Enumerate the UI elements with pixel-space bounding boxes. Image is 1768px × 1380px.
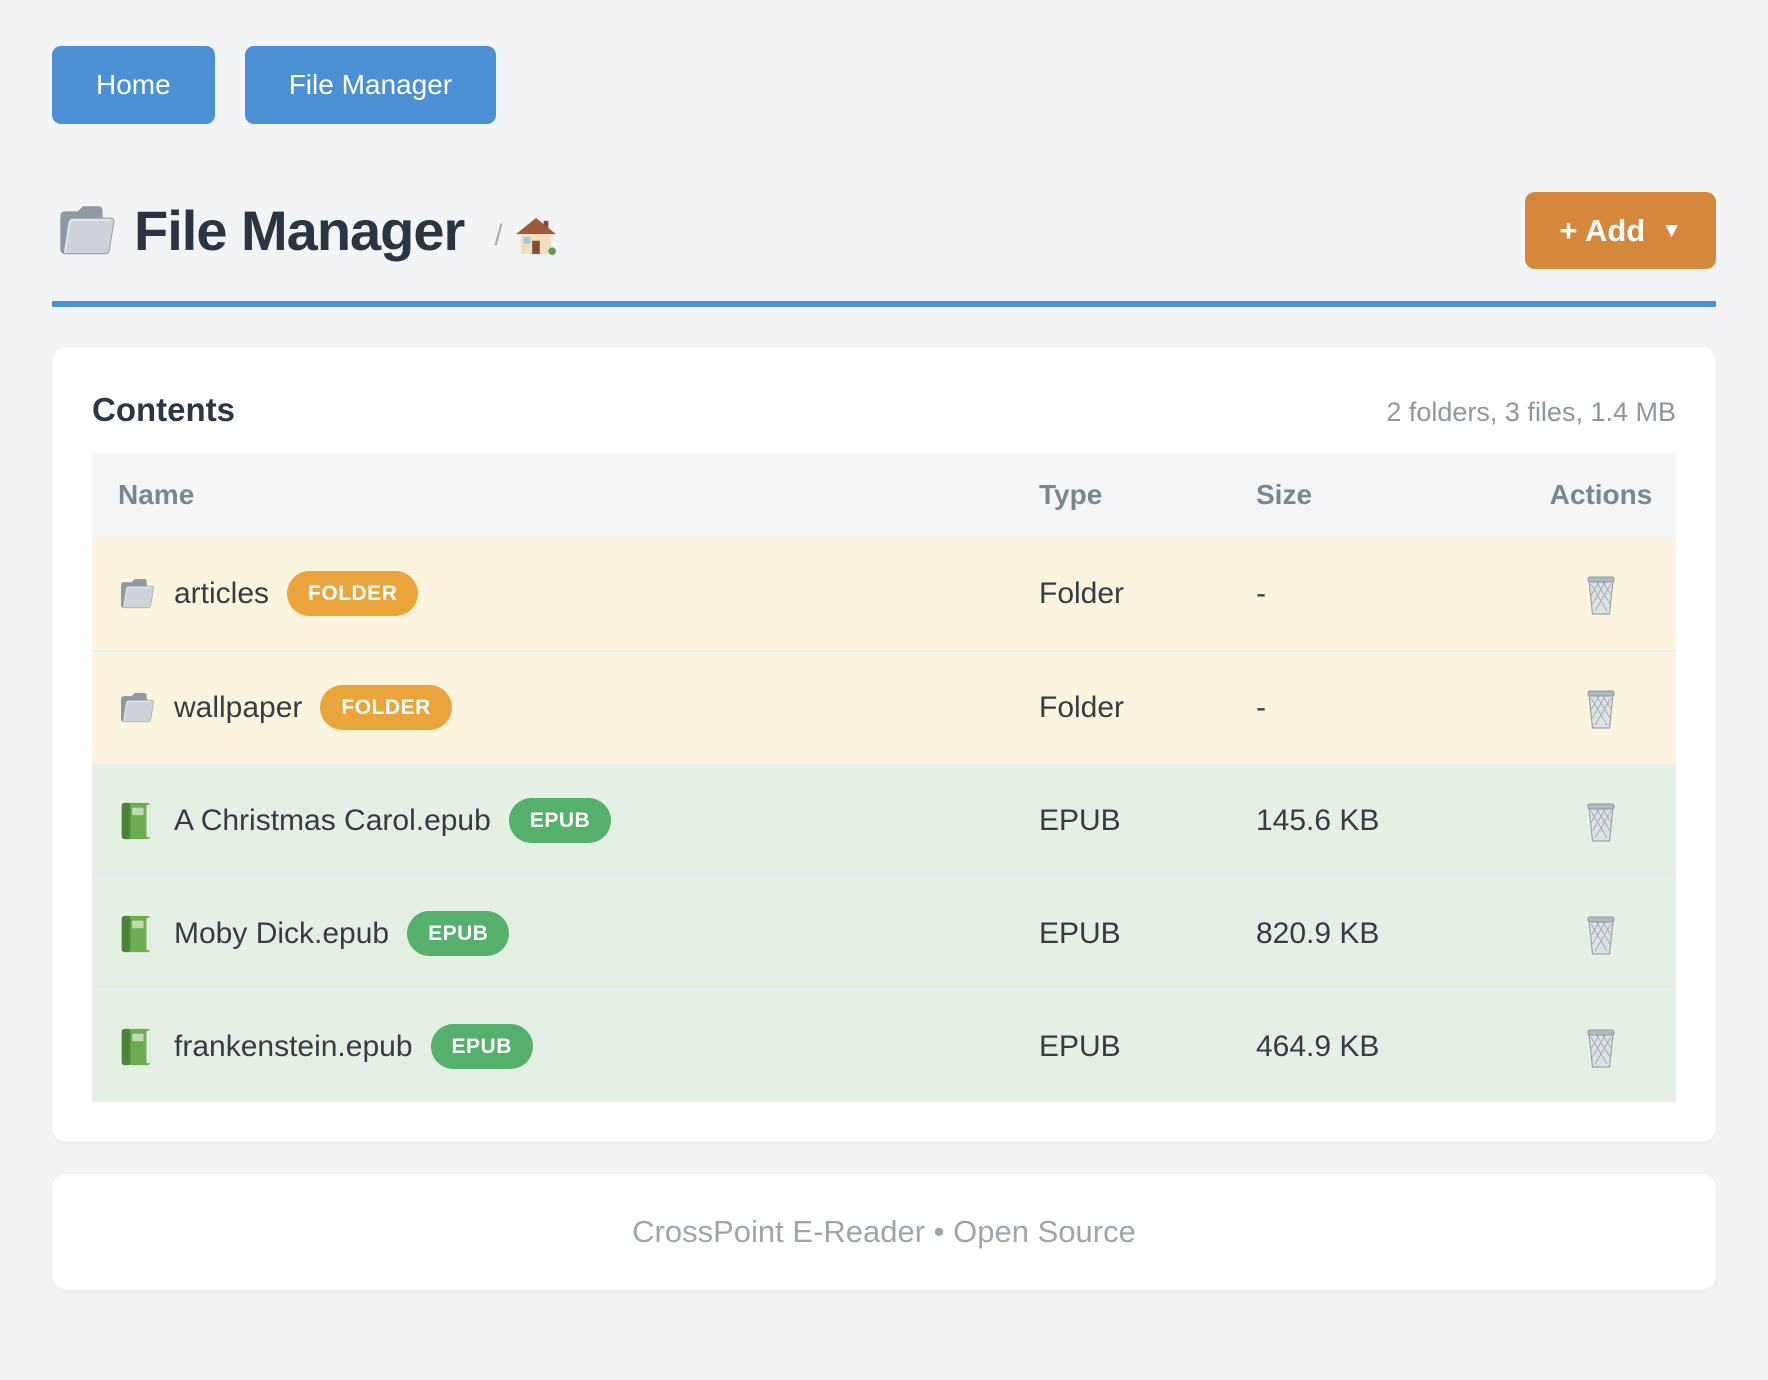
actions-cell xyxy=(1526,1022,1676,1072)
entry-name-link[interactable]: A Christmas Carol.epub xyxy=(174,803,491,837)
add-button[interactable]: + Add ▼ xyxy=(1525,192,1716,269)
table-row: A Christmas Carol.epub EPUB EPUB 145.6 K… xyxy=(92,763,1676,876)
delete-button[interactable] xyxy=(1578,683,1624,733)
type-badge: EPUB xyxy=(407,911,510,956)
trash-icon xyxy=(1582,913,1620,955)
type-cell: EPUB xyxy=(1039,1029,1121,1063)
contents-summary: 2 folders, 3 files, 1.4 MB xyxy=(1386,397,1676,427)
contents-card-header: Contents 2 folders, 3 files, 1.4 MB xyxy=(92,391,1676,429)
type-cell: EPUB xyxy=(1039,916,1121,950)
type-badge: FOLDER xyxy=(320,685,452,730)
file-manager-button[interactable]: File Manager xyxy=(244,46,497,124)
trash-icon xyxy=(1582,800,1620,842)
size-cell: 820.9 KB xyxy=(1256,916,1380,950)
folder-icon xyxy=(52,202,118,260)
actions-cell xyxy=(1526,683,1676,733)
footer-text: CrossPoint E-Reader • Open Source xyxy=(632,1214,1136,1249)
add-button-label: + Add xyxy=(1559,213,1646,248)
table-header-row: Name Type Size Actions xyxy=(92,453,1676,537)
table-row: wallpaper FOLDER Folder - xyxy=(92,650,1676,763)
contents-card: Contents 2 folders, 3 files, 1.4 MB Name… xyxy=(52,347,1716,1142)
name-cell: Moby Dick.epub EPUB xyxy=(92,911,1011,956)
type-cell: EPUB xyxy=(1039,803,1121,837)
file-table: Name Type Size Actions articles FOLDER F… xyxy=(92,453,1676,1102)
actions-cell xyxy=(1526,909,1676,959)
chevron-down-icon: ▼ xyxy=(1661,219,1682,242)
book-icon xyxy=(116,1027,156,1067)
column-header-name: Name xyxy=(118,479,195,510)
name-cell: A Christmas Carol.epub EPUB xyxy=(92,798,1011,843)
entry-name-link[interactable]: Moby Dick.epub xyxy=(174,916,390,950)
delete-button[interactable] xyxy=(1578,1022,1624,1072)
delete-button[interactable] xyxy=(1578,796,1624,846)
type-cell: Folder xyxy=(1039,690,1125,724)
top-nav: Home File Manager xyxy=(52,46,1716,124)
name-cell: frankenstein.epub EPUB xyxy=(92,1024,1011,1069)
table-body: articles FOLDER Folder - wallpaper FOLDE… xyxy=(92,537,1676,1102)
size-cell: - xyxy=(1256,690,1266,724)
book-icon xyxy=(116,914,156,954)
house-icon[interactable] xyxy=(515,217,557,255)
breadcrumb: / xyxy=(494,217,556,255)
actions-cell xyxy=(1526,569,1676,619)
type-badge: EPUB xyxy=(430,1024,533,1069)
trash-icon xyxy=(1582,573,1620,615)
size-cell: 464.9 KB xyxy=(1256,1029,1380,1063)
type-badge: EPUB xyxy=(508,798,612,843)
entry-name-link[interactable]: frankenstein.epub xyxy=(174,1029,413,1063)
entry-name-link[interactable]: articles xyxy=(174,576,270,610)
table-row: frankenstein.epub EPUB EPUB 464.9 KB xyxy=(92,989,1676,1102)
page-title: File Manager xyxy=(134,199,465,262)
home-button[interactable]: Home xyxy=(52,46,215,124)
name-cell: articles FOLDER xyxy=(92,571,1011,616)
folder-icon xyxy=(116,688,156,728)
folder-icon xyxy=(116,574,156,614)
delete-button[interactable] xyxy=(1578,569,1624,619)
trash-icon xyxy=(1582,687,1620,729)
breadcrumb-separator: / xyxy=(494,218,503,252)
table-row: Moby Dick.epub EPUB EPUB 820.9 KB xyxy=(92,876,1676,989)
page-header: File Manager / + Add ▼ xyxy=(52,192,1716,269)
trash-icon xyxy=(1582,1026,1620,1068)
delete-button[interactable] xyxy=(1578,909,1624,959)
size-cell: 145.6 KB xyxy=(1256,803,1380,837)
contents-heading: Contents xyxy=(92,391,235,428)
type-badge: FOLDER xyxy=(287,571,419,616)
column-header-actions: Actions xyxy=(1549,479,1653,510)
size-cell: - xyxy=(1256,576,1266,610)
book-icon xyxy=(116,801,156,841)
name-cell: wallpaper FOLDER xyxy=(92,685,1011,730)
column-header-size: Size xyxy=(1256,479,1313,510)
footer-card: CrossPoint E-Reader • Open Source xyxy=(52,1174,1716,1290)
header-divider xyxy=(52,301,1716,307)
table-row: articles FOLDER Folder - xyxy=(92,537,1676,650)
column-header-type: Type xyxy=(1039,479,1103,510)
actions-cell xyxy=(1526,796,1676,846)
entry-name-link[interactable]: wallpaper xyxy=(174,690,303,724)
type-cell: Folder xyxy=(1039,576,1125,610)
